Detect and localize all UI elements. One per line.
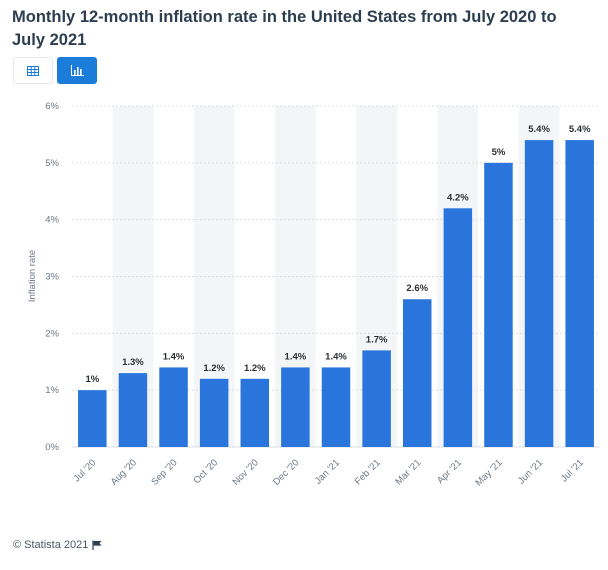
data-label: 1.7% bbox=[366, 334, 388, 345]
footer: © Statista 2021 bbox=[13, 539, 102, 551]
y-tick-label: 2% bbox=[45, 328, 59, 339]
data-label: 5% bbox=[492, 147, 506, 158]
bar[interactable] bbox=[484, 162, 513, 447]
bar-chart-icon bbox=[70, 65, 84, 76]
chart-view-button[interactable] bbox=[57, 57, 97, 84]
data-label: 1.4% bbox=[285, 351, 307, 362]
data-label: 5.4% bbox=[569, 124, 591, 135]
data-label: 1.4% bbox=[325, 351, 347, 362]
bar[interactable] bbox=[443, 208, 473, 447]
data-label: 2.6% bbox=[406, 283, 428, 294]
bar[interactable] bbox=[78, 390, 107, 447]
bar[interactable] bbox=[199, 378, 229, 447]
bar[interactable] bbox=[362, 350, 391, 447]
bar[interactable] bbox=[240, 378, 270, 447]
x-tick-label: May '21 bbox=[473, 457, 504, 488]
y-axis-label: Inflation rate bbox=[27, 250, 38, 302]
table-view-button[interactable] bbox=[13, 57, 53, 84]
chart-title: Monthly 12-month inflation rate in the U… bbox=[12, 8, 557, 49]
data-label: 1.3% bbox=[122, 357, 144, 368]
y-tick-label: 6% bbox=[45, 101, 59, 112]
x-tick-label: Nov '20 bbox=[231, 457, 261, 487]
bar[interactable] bbox=[159, 367, 188, 447]
x-tick-label: Jan '21 bbox=[313, 457, 342, 486]
y-tick-label: 4% bbox=[45, 215, 59, 226]
y-tick-label: 5% bbox=[45, 158, 59, 169]
bar-chart: 1% 1.3% 1.4% 1.2% 1.2% 1.4% 1.4% 1.7% 2.6% 4.2% 5%… bbox=[27, 101, 600, 488]
x-tick-label: Dec '20 bbox=[271, 457, 301, 487]
data-label: 4.2% bbox=[447, 192, 469, 203]
x-tick-label: Sep '20 bbox=[149, 457, 179, 487]
data-label: 1.2% bbox=[244, 363, 266, 374]
flag-icon[interactable] bbox=[92, 540, 102, 550]
x-tick-label: Jul '21 bbox=[559, 457, 586, 484]
table-icon bbox=[27, 65, 39, 76]
bar[interactable] bbox=[281, 367, 310, 447]
bar[interactable] bbox=[565, 140, 594, 447]
bar[interactable] bbox=[402, 299, 432, 447]
bar[interactable] bbox=[524, 140, 554, 447]
data-label: 5.4% bbox=[528, 124, 550, 135]
x-tick-label: Jun '21 bbox=[516, 457, 545, 486]
y-tick-label: 3% bbox=[45, 272, 59, 283]
x-tick-label: Feb '21 bbox=[353, 457, 383, 487]
copyright-text: © Statista 2021 bbox=[13, 539, 89, 551]
x-tick-label: Apr '21 bbox=[435, 457, 464, 486]
data-label: 1.2% bbox=[203, 363, 225, 374]
x-tick-label: Jul '20 bbox=[71, 457, 98, 484]
x-tick-label: Mar '21 bbox=[393, 457, 423, 487]
x-tick-label: Aug '20 bbox=[109, 457, 139, 487]
y-tick-label: 0% bbox=[45, 442, 59, 453]
x-tick-label: Oct '20 bbox=[191, 457, 220, 486]
bar[interactable] bbox=[118, 373, 148, 447]
data-label: 1.4% bbox=[163, 351, 185, 362]
y-tick-label: 1% bbox=[45, 385, 59, 396]
bar[interactable] bbox=[321, 367, 351, 447]
data-label: 1% bbox=[85, 374, 99, 385]
